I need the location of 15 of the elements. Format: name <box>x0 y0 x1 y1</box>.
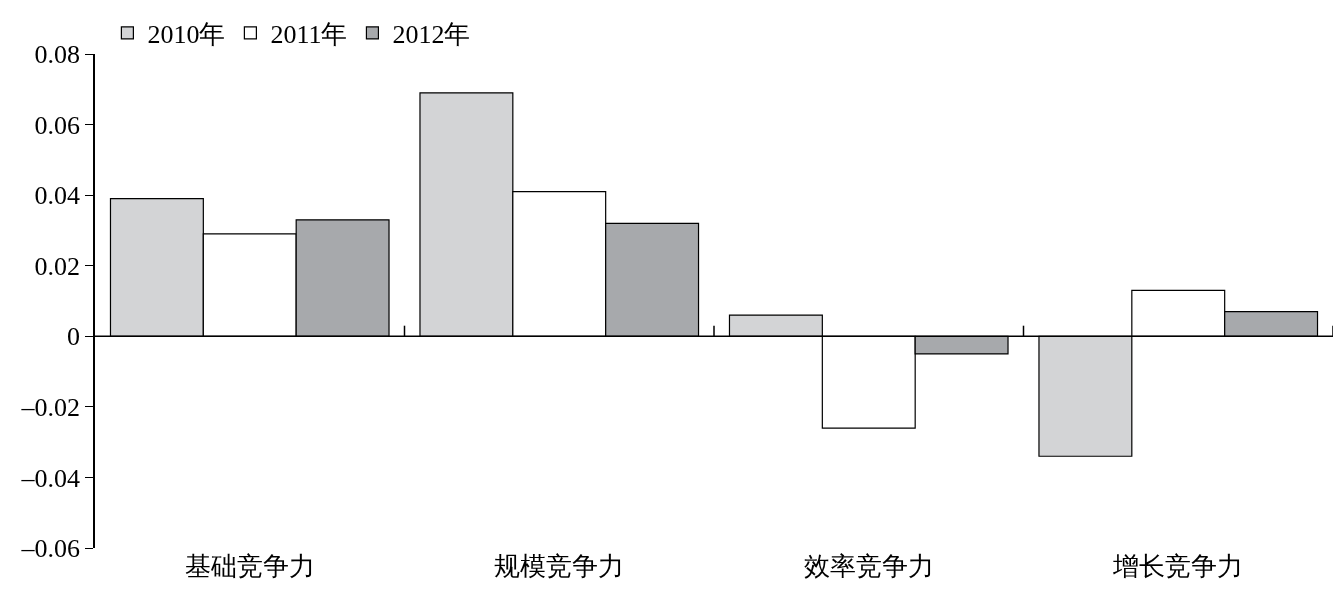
x-tick-label: 增长竞争力 <box>1112 551 1244 581</box>
y-tick-label: –0.02 <box>20 392 81 422</box>
y-tick-label: –0.06 <box>20 534 81 564</box>
legend-label: 2012年 <box>392 20 471 50</box>
y-tick-label: 0.02 <box>34 251 81 281</box>
x-tick-label: 效率竞争力 <box>803 551 934 581</box>
y-tick-label: –0.04 <box>20 463 81 493</box>
y-tick-label: 0.06 <box>34 110 81 140</box>
legend-label: 2010年 <box>147 20 226 50</box>
y-tick-label: 0.04 <box>34 181 81 211</box>
y-tick-label: 0.08 <box>34 40 81 70</box>
x-tick-label: 基础竞争力 <box>184 551 315 581</box>
y-tick-label: 0 <box>67 322 81 352</box>
x-tick-label: 规模竞争力 <box>494 551 625 581</box>
legend-label: 2011年 <box>270 20 348 50</box>
